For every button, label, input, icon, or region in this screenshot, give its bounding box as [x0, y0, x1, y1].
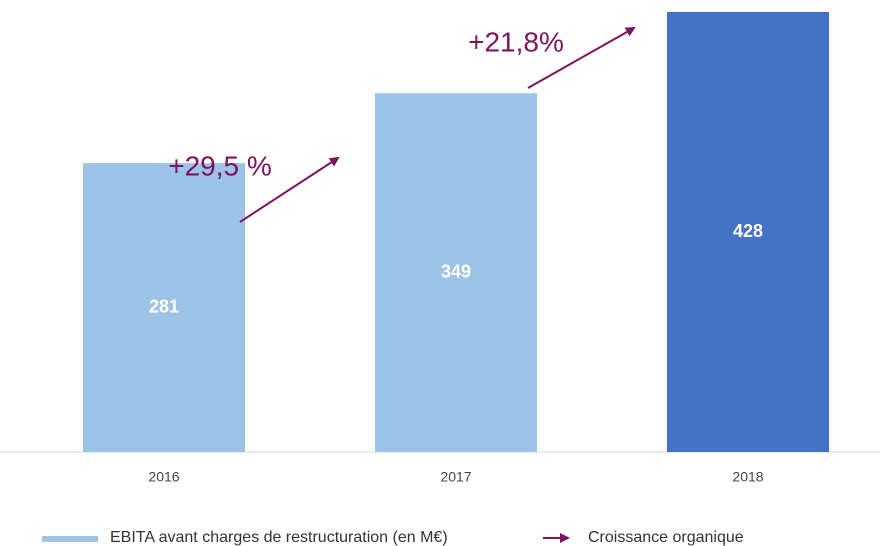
legend-swatch: [42, 536, 98, 542]
annotation: +29,5 %: [168, 150, 272, 181]
legend-label: EBITA avant charges de restructuration (…: [110, 529, 448, 546]
x-tick-label: 2017: [440, 469, 471, 485]
data-label: 281: [149, 296, 179, 316]
x-tick-label: 2016: [148, 469, 179, 485]
x-tick-label: 2018: [732, 469, 763, 485]
annotation: +21,8%: [468, 26, 564, 57]
bar: [667, 12, 829, 452]
annotation-arrow: [527, 27, 636, 89]
bar: [83, 163, 245, 452]
annotation-arrow: [239, 156, 340, 223]
data-label: 349: [441, 261, 471, 281]
legend-label: Croissance organique: [588, 529, 744, 546]
data-label: 428: [733, 221, 763, 241]
bar: [375, 93, 537, 452]
